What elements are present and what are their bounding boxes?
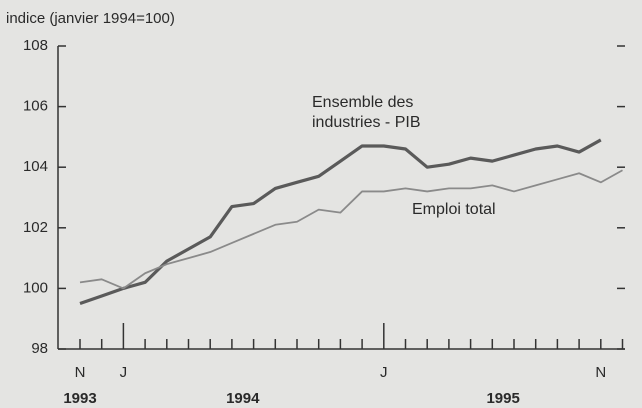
series-label: Ensemble des industries - PIB <box>312 94 421 131</box>
y-tick-label: 106 <box>23 98 48 115</box>
x-tick-label: N <box>75 364 86 381</box>
x-tick-label: J <box>120 364 128 381</box>
series-label: Emploi total <box>412 201 496 218</box>
y-tick-label: 104 <box>23 158 48 175</box>
line <box>79 169 623 290</box>
y-tick-label: 102 <box>23 219 48 236</box>
year-label: 1993 <box>63 390 96 407</box>
year-label: 1994 <box>226 390 260 407</box>
y-tick-label: 100 <box>23 279 48 296</box>
line <box>79 138 602 306</box>
y-tick-label: 108 <box>23 37 48 54</box>
year-label: 1995 <box>486 390 519 407</box>
x-tick-label: J <box>380 364 388 381</box>
y-tick-label: 98 <box>31 340 48 357</box>
x-tick-label: N <box>595 364 606 381</box>
y-axis-label: indice (janvier 1994=100) <box>6 10 175 27</box>
